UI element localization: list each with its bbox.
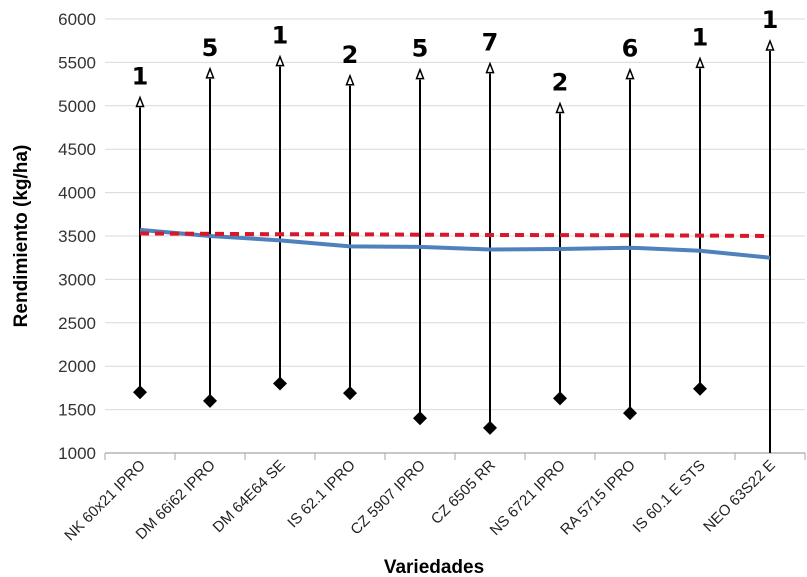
count-label: 5 [202,34,219,62]
solid-series-line [139,227,771,260]
max-marker [765,38,775,51]
x-category-label: DM 64E64 SE [210,457,289,536]
y-axis-title: Rendimiento (kg/ha) [11,145,32,328]
y-tick-label: 2000 [58,357,96,376]
dashed-series-line [139,231,771,238]
min-marker [693,381,707,396]
count-labels: 1 5 1 2 5 7 2 6 1 1 [132,6,779,96]
y-tick-label: 5000 [58,97,96,116]
count-label: 1 [272,22,289,50]
count-label: 1 [692,23,709,51]
max-marker [695,56,705,69]
x-axis [104,452,806,460]
y-tick-label: 5500 [58,53,96,72]
count-label: 7 [482,29,499,57]
max-marker [135,95,145,108]
y-axis-ticks: 1000 1500 2000 2500 3000 3500 4000 4500 5000 5500… [58,10,96,463]
count-label: 1 [132,62,149,90]
min-marker [203,393,217,408]
max-marker [625,67,635,80]
min-marker [133,385,147,400]
x-category-label: IS 60.1 E STS [630,457,709,536]
min-marker [623,406,637,421]
x-category-label: IS 62.1 IPRO [284,457,359,532]
count-label: 2 [552,69,569,97]
max-marker [205,66,215,79]
x-category-label: RA 5715 IPRO [557,457,639,539]
max-marker [345,73,355,86]
min-marker [273,376,287,391]
x-category-label: CZ 5907 IPRO [347,457,429,539]
min-marker [553,391,567,406]
y-tick-label: 1500 [58,401,96,420]
y-tick-label: 6000 [58,10,96,29]
max-marker [485,61,495,74]
max-marker [555,101,565,114]
y-tick-label: 3500 [58,227,96,246]
count-label: 1 [762,6,779,34]
series-lines [139,227,771,260]
y-tick-label: 4500 [58,140,96,159]
count-label: 2 [342,41,359,69]
min-marker [343,386,357,401]
y-tick-label: 1000 [58,444,96,463]
y-tick-label: 4000 [58,184,96,203]
x-axis-title: Variedades [384,557,484,577]
count-label: 5 [412,35,429,63]
x-category-label: NEO 63S22 E [700,457,779,536]
max-marker [415,67,425,80]
y-tick-label: 3000 [58,270,96,289]
y-tick-label: 2500 [58,314,96,333]
count-label: 6 [622,35,639,63]
min-marker [483,420,497,435]
min-marker [413,411,427,426]
max-marker [275,54,285,67]
x-category-label: CZ 6505 RR [428,457,499,528]
